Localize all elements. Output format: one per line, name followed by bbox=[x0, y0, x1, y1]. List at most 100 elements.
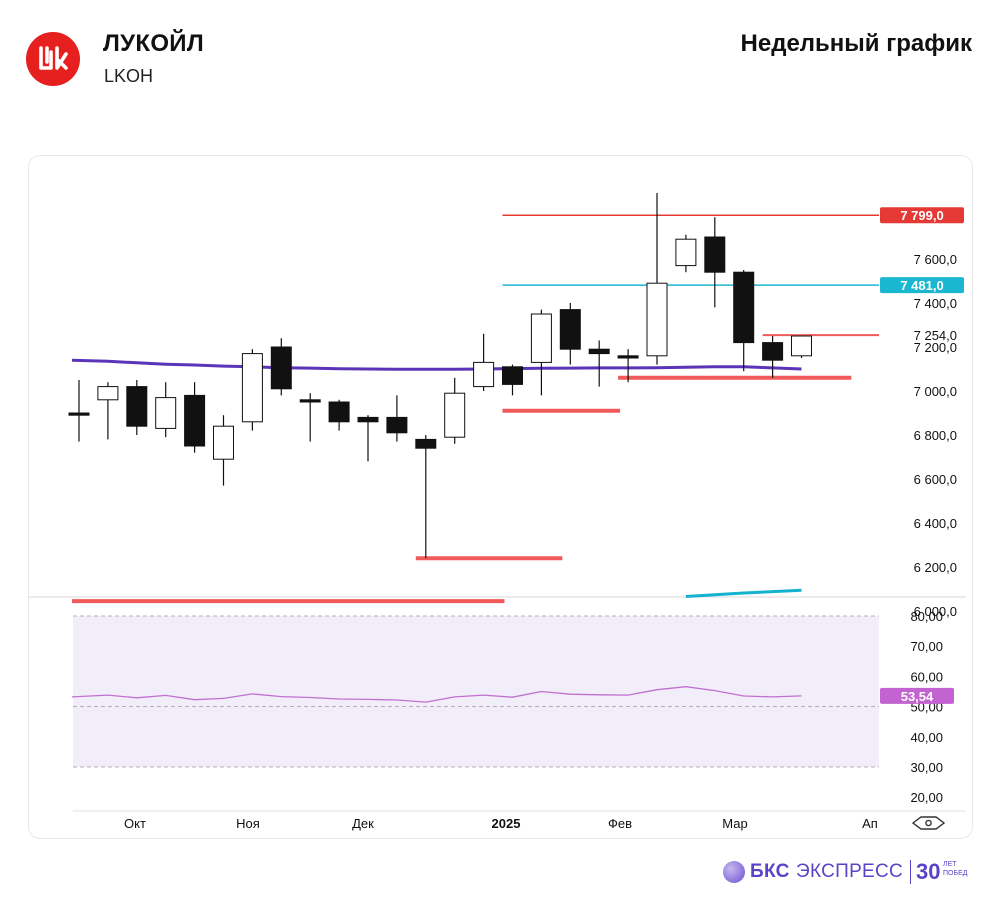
moving-average-line bbox=[71, 358, 802, 371]
candle-body bbox=[213, 425, 234, 460]
company-name: ЛУКОЙЛ bbox=[103, 30, 204, 57]
rsi-tick-label: 30,00 bbox=[910, 760, 943, 775]
y-tick-label: 6 600,0 bbox=[914, 472, 957, 487]
candle bbox=[444, 377, 466, 444]
price-level-badge bbox=[880, 207, 964, 224]
chart-title: Недельный график bbox=[740, 30, 972, 57]
rsi-tick-label: 60,00 bbox=[910, 669, 943, 684]
candle-body bbox=[646, 282, 668, 357]
bcs-express-brand: БКС ЭКСПРЕСС 30 ЛЕТ ПОБЕД bbox=[720, 858, 975, 888]
ticker-symbol: LKOH bbox=[104, 66, 154, 86]
candle bbox=[473, 333, 495, 391]
rsi-tick-label: 20,00 bbox=[910, 790, 943, 805]
candle bbox=[733, 270, 755, 372]
x-tick-label: Ноя bbox=[236, 816, 260, 831]
y-tick-label: 6 400,0 bbox=[914, 516, 957, 531]
brand-separator bbox=[910, 860, 911, 884]
chart-card: 7 799,0 7 481,0 7 254,0 7 600,0 7 400,0 7 20… bbox=[28, 155, 973, 839]
x-tick-label: Окт bbox=[124, 816, 146, 831]
rsi-value-badge bbox=[880, 687, 954, 704]
brand-subtitle: ЭКСПРЕСС bbox=[796, 861, 904, 882]
candle-body bbox=[530, 313, 552, 363]
candle-body bbox=[704, 236, 726, 273]
price-chart: 7 799,0 7 481,0 7 254,0 7 600,0 7 400,0 7 20… bbox=[29, 193, 966, 831]
candle-body bbox=[299, 399, 321, 403]
candle-body bbox=[270, 346, 292, 390]
y-tick-label: 6 200,0 bbox=[914, 560, 957, 575]
candle bbox=[270, 338, 292, 396]
y-tick-label: 6 800,0 bbox=[914, 428, 957, 443]
brand-years-top: ЛЕТ bbox=[943, 861, 957, 868]
candle-body bbox=[357, 416, 379, 423]
rsi-tick-label: 70,00 bbox=[910, 639, 943, 654]
candle bbox=[675, 234, 697, 273]
x-tick-label: 2025 bbox=[492, 816, 521, 831]
y-tick-label: 7 200,0 bbox=[914, 340, 957, 355]
candle bbox=[357, 415, 379, 462]
candle-body bbox=[588, 348, 610, 355]
y-tick-label: 7 600,0 bbox=[914, 252, 957, 267]
candle bbox=[386, 395, 408, 442]
candle-body bbox=[68, 412, 90, 416]
candle-body bbox=[559, 309, 581, 350]
x-tick-label: Ап bbox=[862, 816, 878, 831]
rsi-tick-label: 40,00 bbox=[910, 730, 943, 745]
rsi-tick-label: 80,00 bbox=[910, 609, 943, 624]
candle bbox=[97, 382, 119, 440]
candle-body bbox=[155, 397, 177, 429]
y-tick-label: 7 400,0 bbox=[914, 296, 957, 311]
eye-icon[interactable] bbox=[911, 816, 946, 830]
candle-body bbox=[473, 361, 495, 388]
price-level-badge bbox=[880, 277, 964, 294]
rsi-band bbox=[73, 616, 879, 767]
candle bbox=[213, 415, 234, 486]
candle-body bbox=[617, 355, 639, 359]
x-tick-label: Дек bbox=[352, 816, 374, 831]
candle-body bbox=[502, 366, 523, 385]
candle bbox=[530, 309, 552, 396]
candle-body bbox=[328, 401, 350, 423]
y-tick-label: 7 000,0 bbox=[914, 384, 957, 399]
candle-body bbox=[733, 271, 755, 344]
rsi-line bbox=[71, 686, 802, 703]
candle-body bbox=[241, 353, 263, 423]
price-level-label: 7 799,0 bbox=[900, 208, 943, 223]
brand-name: БКС bbox=[750, 861, 790, 882]
brand-years-bottom: ПОБЕД bbox=[943, 870, 968, 877]
candle-body bbox=[791, 335, 812, 357]
candle bbox=[762, 336, 784, 378]
candle-body bbox=[415, 438, 437, 449]
candle-body bbox=[762, 342, 784, 361]
candle bbox=[299, 393, 321, 442]
price-level-label: 7 481,0 bbox=[900, 278, 943, 293]
candle-body bbox=[97, 386, 119, 401]
candle-body bbox=[675, 238, 697, 267]
candle bbox=[241, 349, 263, 431]
candle bbox=[415, 435, 437, 559]
brand-years: 30 bbox=[916, 859, 941, 884]
x-tick-label: Мар bbox=[722, 816, 747, 831]
candle bbox=[68, 380, 90, 442]
long-moving-average-line bbox=[685, 588, 802, 598]
candle bbox=[502, 364, 523, 396]
candle bbox=[184, 382, 206, 453]
candle-body bbox=[184, 394, 206, 447]
candle bbox=[126, 380, 148, 435]
lukoil-logo-icon bbox=[26, 32, 80, 86]
candle bbox=[791, 335, 812, 358]
candle bbox=[704, 217, 726, 308]
x-tick-label: Фев bbox=[608, 816, 632, 831]
candle bbox=[559, 303, 581, 365]
candle bbox=[617, 349, 639, 383]
candle bbox=[646, 193, 668, 365]
candle bbox=[328, 399, 350, 431]
rsi-value-label: 53,54 bbox=[901, 689, 934, 704]
bcs-logo-icon bbox=[723, 861, 745, 883]
candle-body bbox=[386, 416, 408, 434]
candle bbox=[588, 340, 610, 387]
candle bbox=[155, 382, 177, 438]
candle-body bbox=[444, 392, 466, 438]
y-tick-label: 6 000,0 bbox=[914, 604, 957, 619]
candle-body bbox=[126, 386, 148, 427]
price-level-label: 7 254,0 bbox=[914, 328, 957, 343]
